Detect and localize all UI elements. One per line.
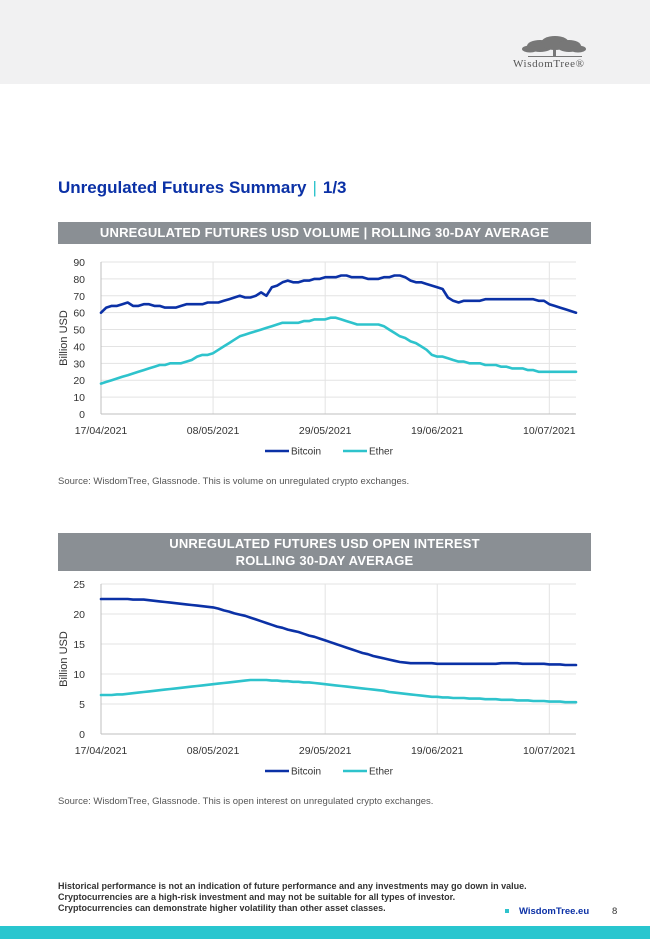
series-line-bitcoin (99, 597, 578, 667)
y-axis-title: Billion USD (58, 310, 70, 366)
page-title-page: 1/3 (322, 178, 347, 197)
title-separator: | (312, 178, 317, 197)
chart1-header: UNREGULATED FUTURES USD VOLUME | ROLLING… (58, 222, 591, 244)
chart2-header: UNREGULATED FUTURES USD OPEN INTEREST RO… (58, 533, 591, 571)
chart2-header-line1: UNREGULATED FUTURES USD OPEN INTEREST (169, 536, 480, 551)
legend-label-ether: Ether (369, 767, 394, 778)
series-line-ether (99, 678, 578, 704)
disclaimer-line-2: Cryptocurrencies are a high-risk investm… (58, 892, 456, 902)
x-tick-label: 08/05/2021 (187, 425, 240, 437)
y-tick-label: 10 (73, 392, 85, 404)
x-tick-label: 19/06/2021 (411, 745, 464, 757)
y-tick-label: 30 (73, 358, 85, 370)
brand-logo-text: WisdomTree® (513, 58, 585, 70)
legend-label-bitcoin: Bitcoin (291, 447, 321, 458)
x-tick-label: 10/07/2021 (523, 425, 576, 437)
y-tick-label: 0 (79, 409, 85, 421)
y-tick-label: 70 (73, 291, 85, 303)
x-tick-label: 17/04/2021 (75, 745, 128, 757)
chart2-header-line2: ROLLING 30-DAY AVERAGE (235, 553, 414, 568)
y-tick-label: 5 (79, 699, 85, 711)
y-tick-label: 15 (73, 639, 85, 651)
y-tick-label: 40 (73, 341, 85, 353)
x-tick-label: 19/06/2021 (411, 425, 464, 437)
y-tick-label: 50 (73, 325, 85, 337)
y-tick-label: 90 (73, 257, 85, 269)
legend-label-ether: Ether (369, 447, 394, 458)
chart1-source: Source: WisdomTree, Glassnode. This is v… (58, 476, 410, 487)
disclaimer-line-1: Historical performance is not an indicat… (58, 881, 527, 891)
page-title-text: Unregulated Futures Summary (58, 178, 307, 197)
bottom-band (0, 926, 650, 939)
y-tick-label: 10 (73, 669, 85, 681)
series-line-ether (99, 316, 578, 385)
y-tick-label: 25 (73, 579, 85, 591)
x-tick-label: 29/05/2021 (299, 745, 352, 757)
disclaimer-line-3: Cryptocurrencies can demonstrate higher … (58, 903, 386, 913)
x-tick-label: 08/05/2021 (187, 745, 240, 757)
tree-logo-icon (522, 36, 586, 57)
footer-site-link[interactable]: WisdomTree.eu (519, 906, 590, 917)
x-tick-label: 29/05/2021 (299, 425, 352, 437)
y-tick-label: 60 (73, 308, 85, 320)
disclaimer: Historical performance is not an indicat… (58, 881, 527, 914)
page-number: 8 (612, 906, 618, 917)
chart2-source: Source: WisdomTree, Glassnode. This is o… (58, 796, 434, 807)
y-tick-label: 20 (73, 609, 85, 621)
y-tick-label: 80 (73, 274, 85, 286)
x-tick-label: 10/07/2021 (523, 745, 576, 757)
legend-label-bitcoin: Bitcoin (291, 767, 321, 778)
page-title: Unregulated Futures Summary | 1/3 (58, 178, 347, 198)
footer-site[interactable]: WisdomTree.eu (505, 906, 589, 917)
y-axis-title: Billion USD (58, 631, 70, 687)
square-bullet-icon (505, 909, 509, 914)
open-interest-chart: 0 5 10 15 20 25 17/04/2021 08/05/2021 29/05/2021… (58, 579, 578, 778)
volume-chart: 0 10 20 30 40 50 60 70 80 90 17/04/2021 08/05/2021 2… (58, 257, 578, 458)
series-line-bitcoin (99, 274, 578, 314)
y-tick-label: 0 (79, 729, 85, 741)
x-tick-label: 17/04/2021 (75, 425, 128, 437)
y-tick-label: 20 (73, 375, 85, 387)
